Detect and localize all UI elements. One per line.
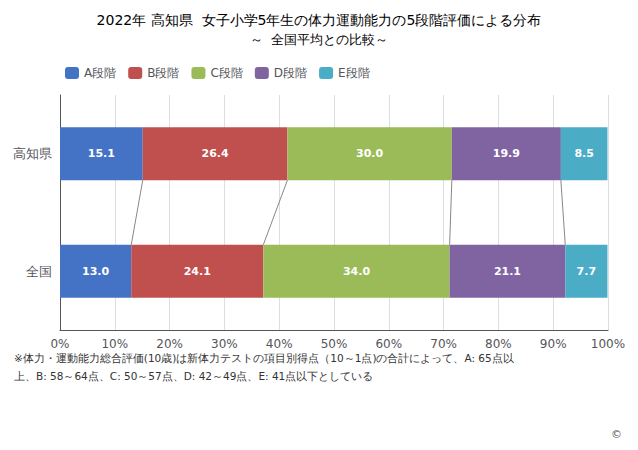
svg-text:E段階: E段階 (338, 66, 370, 80)
svg-text:8.5: 8.5 (574, 147, 594, 160)
svg-text:2022年 高知県 女子小学5年生の体力運動能力の5段階評: 2022年 高知県 女子小学5年生の体力運動能力の5段階評価による分布 (97, 12, 542, 28)
svg-text:20%: 20% (156, 337, 183, 351)
svg-text:13.0: 13.0 (82, 265, 109, 278)
svg-text:21.1: 21.1 (494, 265, 521, 278)
svg-text:34.0: 34.0 (343, 265, 370, 278)
svg-text:全国: 全国 (26, 264, 52, 279)
svg-text:7.7: 7.7 (577, 265, 597, 278)
svg-text:～ 全国平均との比較～: ～ 全国平均との比較～ (250, 32, 388, 47)
svg-text:80%: 80% (485, 337, 512, 351)
svg-text:50%: 50% (321, 337, 348, 351)
svg-text:上、B: 58～64点、C: 50～57点、D: 42～49: 上、B: 58～64点、C: 50～57点、D: 42～49点、E: 41点以下… (14, 370, 373, 382)
svg-text:19.9: 19.9 (493, 147, 520, 160)
svg-text:B段階: B段階 (147, 66, 179, 80)
svg-text:30%: 30% (211, 337, 238, 351)
svg-text:A段階: A段階 (84, 66, 116, 80)
svg-text:※体力・運動能力総合評価(10歳)は新体力テストの項目別得点: ※体力・運動能力総合評価(10歳)は新体力テストの項目別得点（10～1点)の合計… (14, 352, 514, 364)
svg-text:0%: 0% (50, 337, 69, 351)
svg-text:D段階: D段階 (274, 66, 307, 80)
svg-text:30.0: 30.0 (356, 147, 383, 160)
svg-text:24.1: 24.1 (184, 265, 211, 278)
svg-text:高知県: 高知県 (13, 146, 52, 161)
svg-text:60%: 60% (375, 337, 402, 351)
svg-text:26.4: 26.4 (202, 147, 229, 160)
svg-text:10%: 10% (101, 337, 128, 351)
svg-text:40%: 40% (266, 337, 293, 351)
svg-text:©: © (611, 428, 622, 441)
svg-text:15.1: 15.1 (88, 147, 115, 160)
svg-text:100%: 100% (591, 337, 625, 351)
svg-text:C段階: C段階 (210, 66, 242, 80)
svg-text:90%: 90% (540, 337, 567, 351)
svg-text:70%: 70% (430, 337, 457, 351)
